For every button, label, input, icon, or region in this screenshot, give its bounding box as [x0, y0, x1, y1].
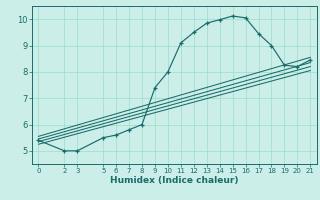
- X-axis label: Humidex (Indice chaleur): Humidex (Indice chaleur): [110, 176, 239, 185]
